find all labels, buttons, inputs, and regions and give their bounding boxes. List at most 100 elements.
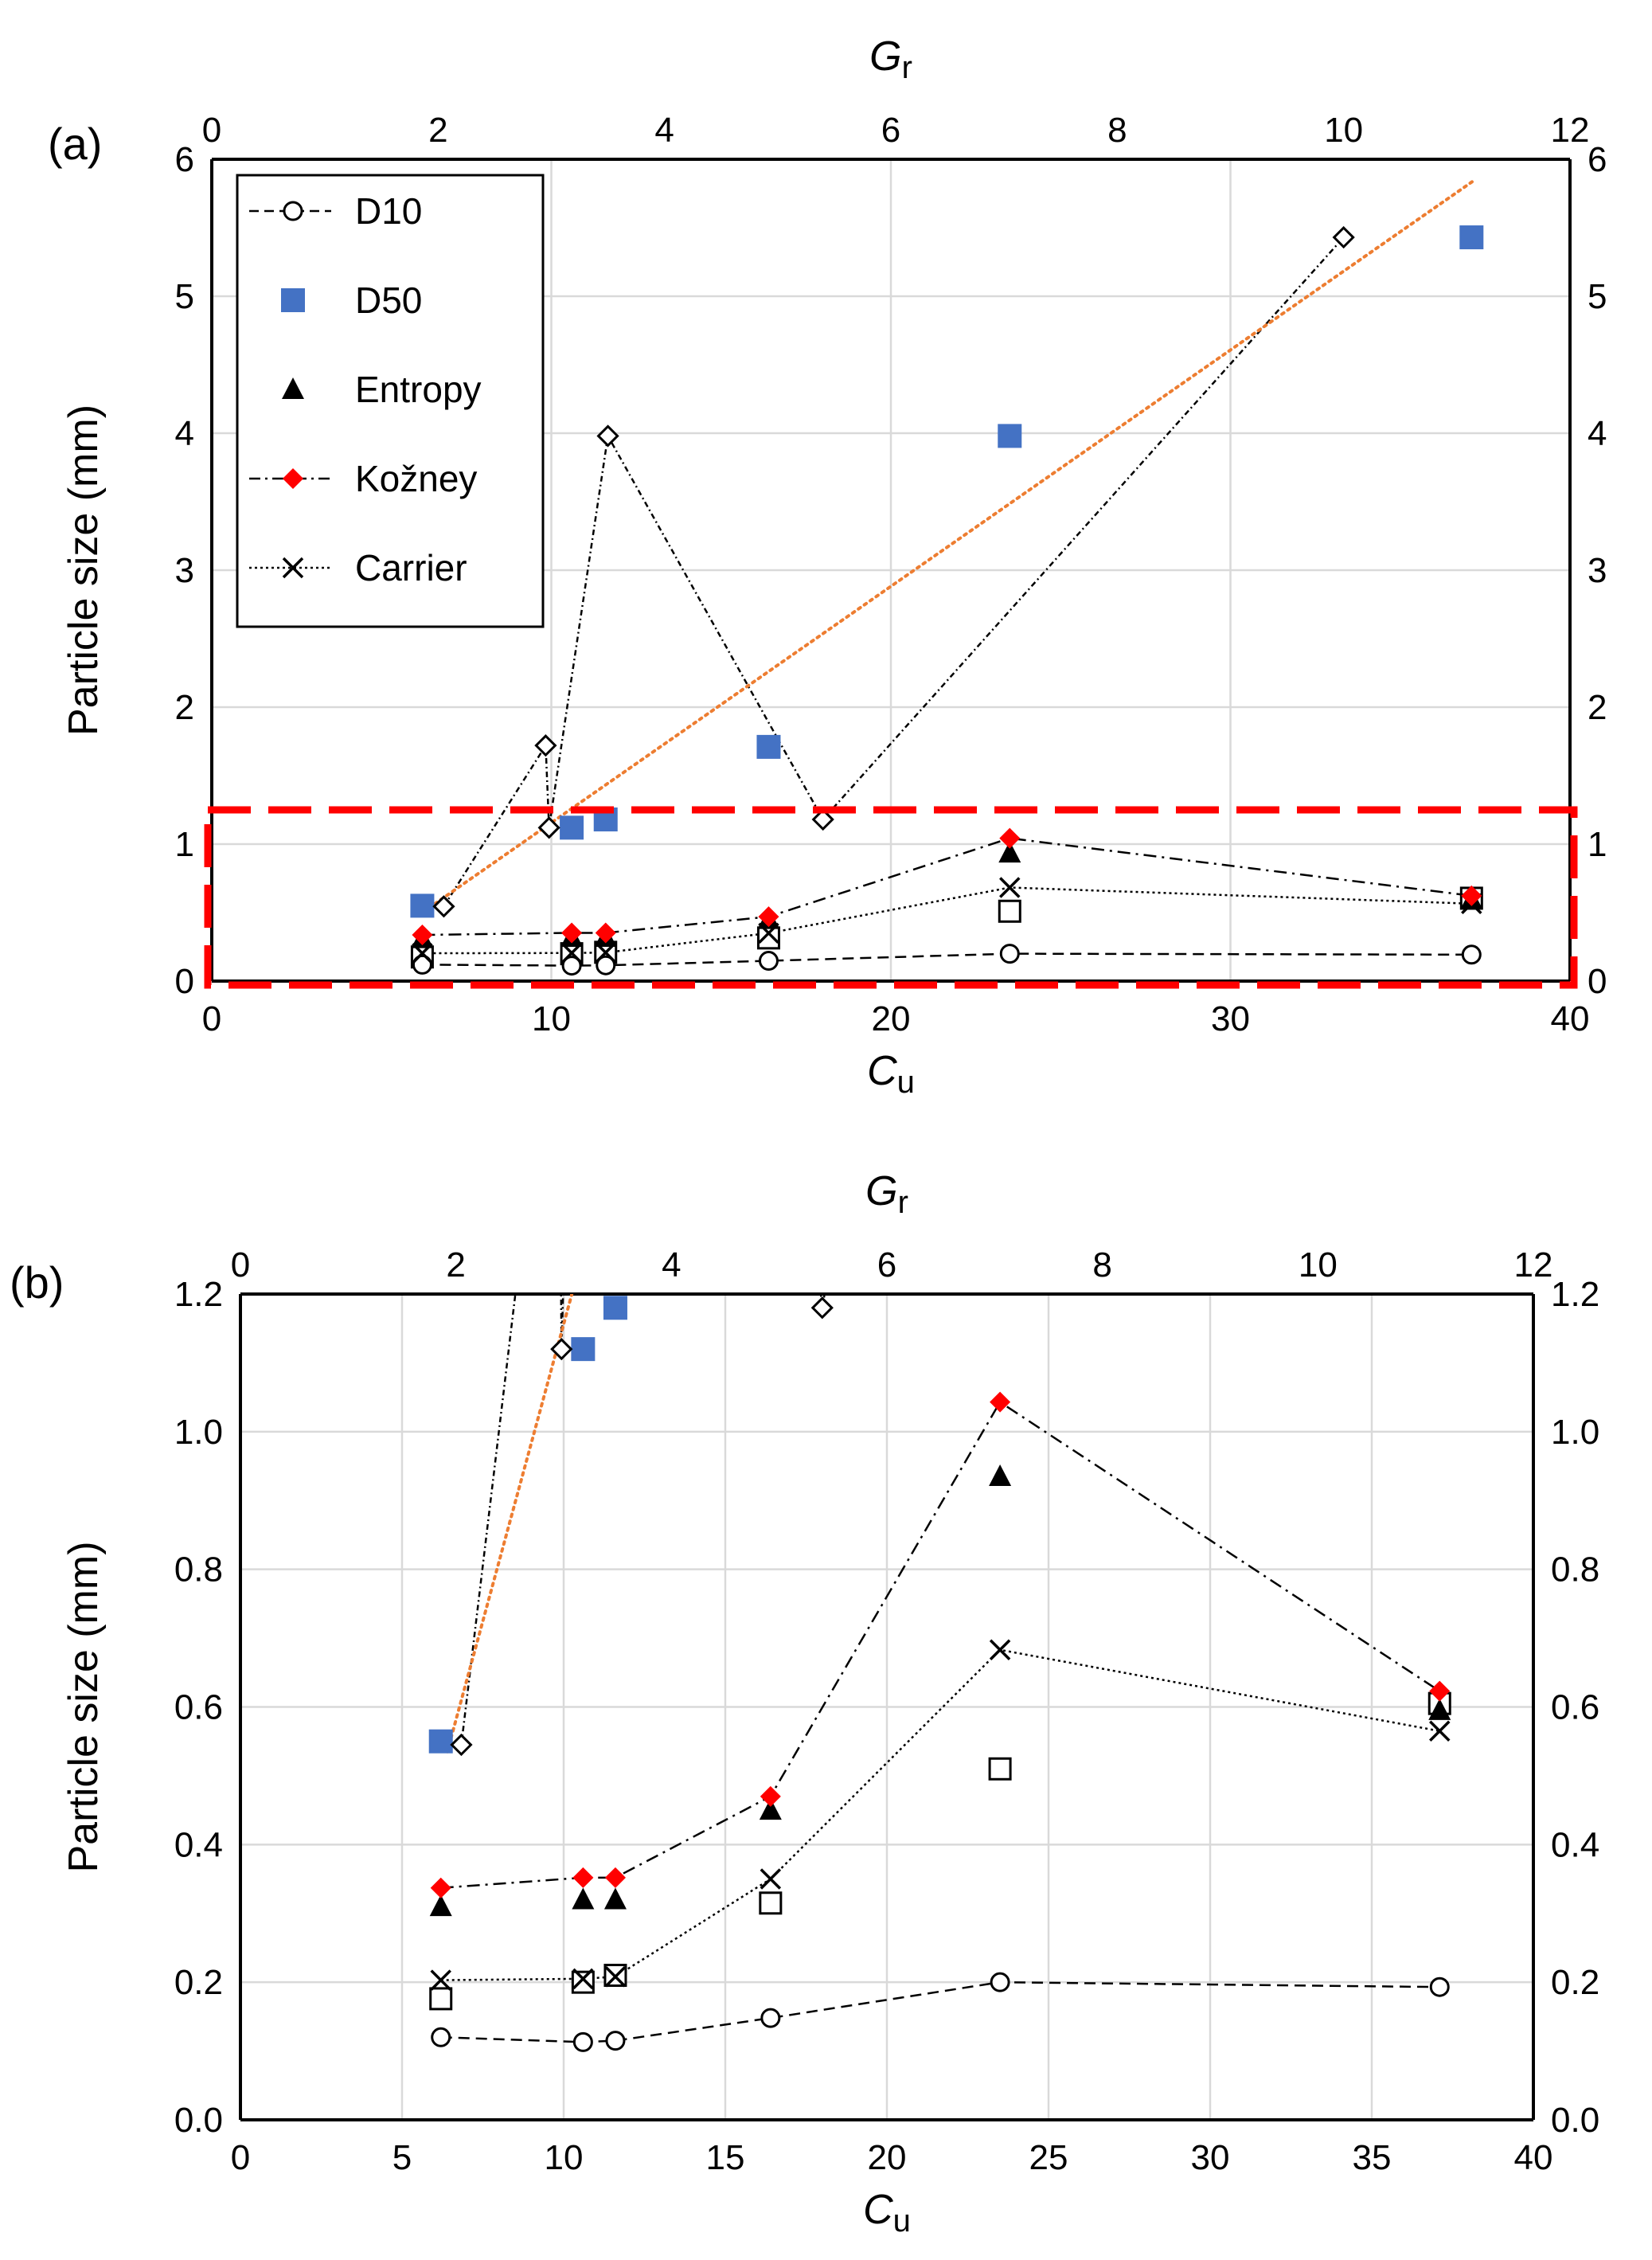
- panel-label: (a): [48, 119, 102, 169]
- y-tick-label: 0.8: [174, 1550, 223, 1589]
- open-square-point: [571, 1970, 595, 1994]
- y2-tick-label: 0: [1588, 962, 1607, 1001]
- kozney-point: [561, 922, 583, 944]
- y-tick-label: 1.0: [174, 1413, 223, 1452]
- x-tick-label: 15: [706, 2138, 745, 2177]
- y2-tick-label: 1.0: [1551, 1413, 1599, 1452]
- y-axis-title: Particle size (mm): [61, 405, 107, 736]
- y2-tick-label: 0.0: [1551, 2101, 1599, 2140]
- gr-diamond-point: [596, 424, 619, 448]
- y2-tick-label: 4: [1588, 414, 1607, 453]
- x2-tick-label: 2: [428, 111, 447, 150]
- x2-tick-label: 10: [1299, 1245, 1338, 1284]
- legend-label: Carrier: [355, 547, 467, 588]
- d10-line: [422, 952, 1472, 967]
- x2-axis-title-sub: r: [898, 1185, 908, 1220]
- x-tick-label: 0: [231, 2138, 250, 2177]
- x2-axis-title: Gr: [865, 1168, 908, 1220]
- panel-b-chart: 0 5 10 15 20 25 30 35 40 0 2 4 6 8 10 12 0.0 0.0 0.2 0.2 0.4…: [10, 1168, 1599, 2238]
- x-axis-title: Cu: [863, 2187, 911, 2238]
- panel-label: (b): [10, 1257, 64, 1308]
- entropy-point: [1428, 1698, 1451, 1720]
- d10-point: [1429, 1977, 1450, 1997]
- x2-tick-label: 8: [1092, 1245, 1111, 1284]
- gr-diamond-point: [450, 1733, 473, 1757]
- axes-frame: [210, 158, 1572, 983]
- x-tick-label: 40: [1551, 999, 1590, 1038]
- legend-label: Kožney: [355, 458, 477, 499]
- legend-box: [236, 174, 545, 628]
- kozney-point: [412, 925, 433, 946]
- y-tick-label: 3: [175, 551, 194, 590]
- axis-titles: Cu Gr Particle size (mm) (b): [10, 1168, 911, 2238]
- entropy-point: [998, 841, 1021, 863]
- gr-diamond-line: [460, 1294, 826, 1746]
- y-axis-title: Particle size (mm): [61, 1541, 107, 1872]
- x2-axis-title-main: G: [865, 1168, 897, 1214]
- kozney-point: [999, 827, 1021, 849]
- d10-point: [758, 951, 779, 972]
- open-square-point: [988, 1757, 1012, 1781]
- x2-tick-label: 12: [1514, 1245, 1553, 1284]
- d10-point: [605, 2031, 626, 2051]
- legend-marker: [282, 377, 304, 399]
- carrier-point: [989, 1639, 1011, 1661]
- x-tick-label: 30: [1211, 999, 1250, 1038]
- x-tick-label: 30: [1191, 2138, 1230, 2177]
- legend-marker: [281, 288, 305, 312]
- legend-label: D50: [355, 280, 422, 321]
- axis-titles: Cu Gr Particle size (mm) (a): [48, 33, 915, 1100]
- x2-tick-label: 6: [881, 111, 900, 150]
- carrier-point: [604, 1966, 627, 1988]
- open-square-point: [759, 1891, 783, 1915]
- x-tick-label: 0: [202, 999, 221, 1038]
- x-tick-label: 40: [1514, 2138, 1553, 2177]
- y2-tick-label: 1: [1588, 825, 1607, 864]
- gr-diamond-point: [550, 1338, 573, 1361]
- markers: [428, 1296, 1451, 2052]
- y-tick-label: 0.6: [174, 1688, 223, 1727]
- legend: D10 D50 Entropy Kožney Carrier: [236, 174, 545, 628]
- legend-marker: [283, 201, 303, 221]
- d50-point: [998, 424, 1022, 448]
- gr-diamond-point: [811, 807, 834, 831]
- legend-item-kozney: Kožney: [249, 458, 477, 499]
- d50-point: [603, 1296, 627, 1320]
- d50-point: [410, 893, 435, 918]
- y-tick-label: 0.0: [174, 2101, 223, 2140]
- carrier-line: [440, 1648, 1440, 1981]
- x2-tick-label: 0: [202, 111, 221, 150]
- gr-diamond-line: [443, 237, 1345, 907]
- carrier-point: [572, 1968, 594, 1990]
- carrier-point: [430, 1969, 451, 1991]
- markers: [410, 225, 1484, 976]
- d50-point: [1459, 225, 1484, 250]
- trendline: [445, 1294, 574, 1754]
- kozney-point: [760, 1785, 781, 1807]
- x-axis-title-sub: u: [893, 2203, 911, 2238]
- x2-axis-title: Gr: [869, 33, 912, 85]
- y2-tick-label: 0.4: [1551, 1825, 1599, 1864]
- x-tick-label: 20: [868, 2138, 907, 2177]
- tick-labels: 0 5 10 15 20 25 30 35 40 0 2 4 6 8 10 12 0.0 0.0 0.2 0.2 0.4…: [174, 1245, 1599, 2177]
- legend-label: Entropy: [355, 369, 482, 410]
- kozney-point: [595, 922, 616, 944]
- entropy-point: [759, 1798, 782, 1820]
- x2-tick-label: 8: [1107, 111, 1127, 150]
- x-axis-title-sub: u: [897, 1065, 915, 1100]
- open-square-point: [429, 1987, 453, 2011]
- d50-point: [571, 1337, 596, 1362]
- x-axis-title: Cu: [867, 1048, 915, 1100]
- gr-diamond-point: [432, 895, 455, 918]
- y2-tick-label: 5: [1588, 277, 1607, 316]
- y2-tick-label: 1.2: [1551, 1275, 1599, 1314]
- x-tick-label: 10: [532, 999, 571, 1038]
- d10-point: [990, 1972, 1010, 1992]
- y2-tick-label: 0.8: [1551, 1550, 1599, 1589]
- x2-tick-label: 12: [1551, 111, 1590, 150]
- x-tick-label: 20: [872, 999, 911, 1038]
- carrier-point: [1429, 1720, 1451, 1742]
- legend-label: D10: [355, 190, 422, 232]
- kozney-point: [1429, 1680, 1451, 1702]
- d10-point: [561, 956, 582, 976]
